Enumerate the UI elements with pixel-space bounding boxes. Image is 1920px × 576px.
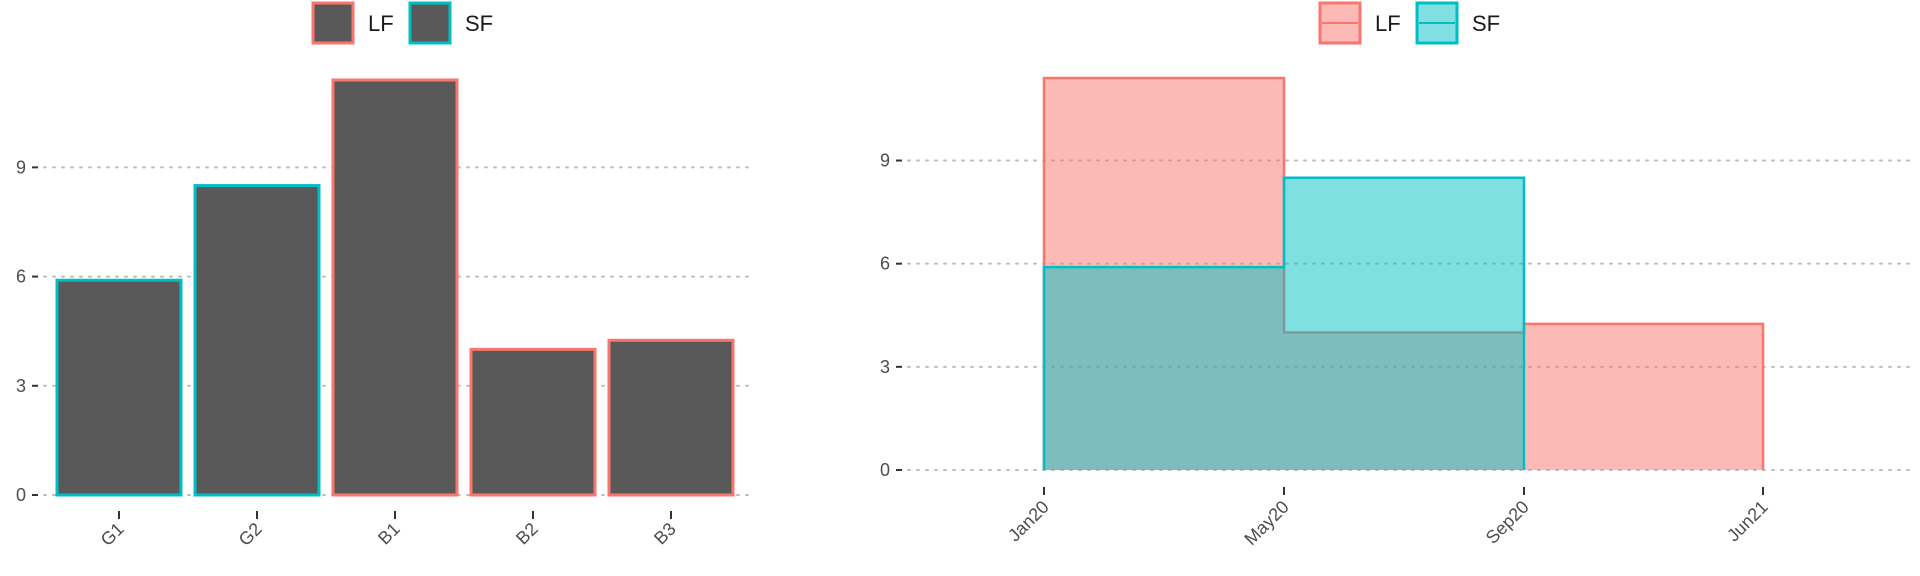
- bar-g2: [193, 184, 321, 497]
- legend-label-sf: SF: [465, 11, 493, 36]
- legend-0: LF SF: [311, 1, 493, 45]
- y-tick-label: 9: [16, 157, 26, 177]
- x-tick-label: B3: [650, 519, 680, 549]
- y-tick-label: 6: [16, 267, 26, 287]
- y-tick-label: 3: [16, 376, 26, 396]
- x-tick-label: G1: [97, 519, 128, 550]
- y-tick-label: 6: [880, 254, 890, 274]
- step-line-sf: [1042, 176, 1526, 470]
- legend-key-lf: [311, 1, 355, 45]
- x-tick-label: B1: [374, 519, 404, 549]
- bar-b1: [331, 78, 459, 497]
- y-tick-label: 9: [880, 151, 890, 171]
- bar-b2: [469, 347, 597, 497]
- x-tick-label: May20: [1240, 497, 1292, 549]
- x-tick-label: Jan20: [1004, 497, 1053, 546]
- bar-g1: [55, 278, 183, 497]
- legend-1: LF SF: [1318, 1, 1500, 45]
- legend-label-lf: LF: [1375, 11, 1401, 36]
- area-sf: [1044, 177, 1524, 470]
- y-tick-label: 3: [880, 357, 890, 377]
- x-tick-label: G2: [235, 519, 266, 550]
- x-tick-label: B2: [512, 519, 542, 549]
- y-tick-label: 0: [16, 485, 26, 505]
- legend-key-sf: [408, 1, 452, 45]
- x-tick-label: Jun21: [1723, 497, 1772, 546]
- y-tick-label: 0: [880, 460, 890, 480]
- bar-b3: [607, 338, 735, 497]
- legend-label-lf: LF: [368, 11, 394, 36]
- legend-label-sf: SF: [1472, 11, 1500, 36]
- x-tick-label: Sep20: [1482, 497, 1533, 548]
